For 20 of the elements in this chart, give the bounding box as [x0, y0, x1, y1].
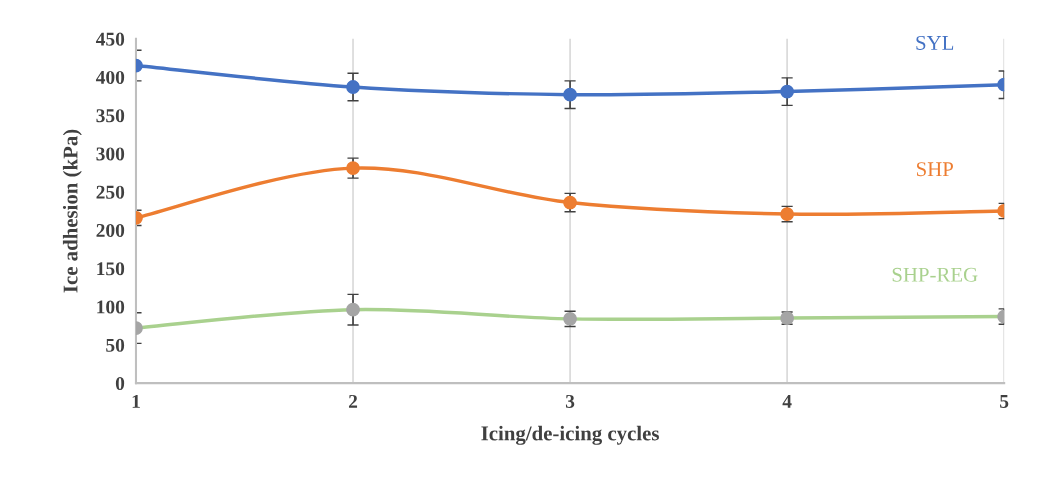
y-tick-label: 350 — [96, 109, 125, 123]
y-tick-label: 300 — [96, 147, 125, 161]
x-tick-label: 5 — [1000, 395, 1009, 408]
series-label: SHP-REG — [892, 267, 978, 282]
x-tick-label: 1 — [132, 394, 140, 408]
y-tick-label: 450 — [95, 32, 125, 46]
y-axis-title: Ice adhesion (kPa) — [62, 129, 82, 293]
x-axis-title: Icing/de-icing cycles — [481, 425, 659, 445]
y-tick-label: 400 — [95, 70, 125, 84]
series-label: SHP — [917, 162, 953, 177]
x-tick-label: 2 — [348, 394, 358, 408]
x-tick-label: 3 — [565, 394, 575, 408]
y-tick-label: 100 — [97, 300, 125, 314]
y-tick-label: 250 — [96, 185, 125, 199]
y-tick-label: 200 — [96, 223, 125, 238]
series-label: SYL — [916, 35, 954, 50]
x-tick-label: 4 — [782, 394, 792, 408]
y-tick-label: 0 — [115, 376, 125, 391]
y-tick-label: 150 — [97, 262, 125, 276]
y-tick-label: 50 — [106, 338, 125, 352]
